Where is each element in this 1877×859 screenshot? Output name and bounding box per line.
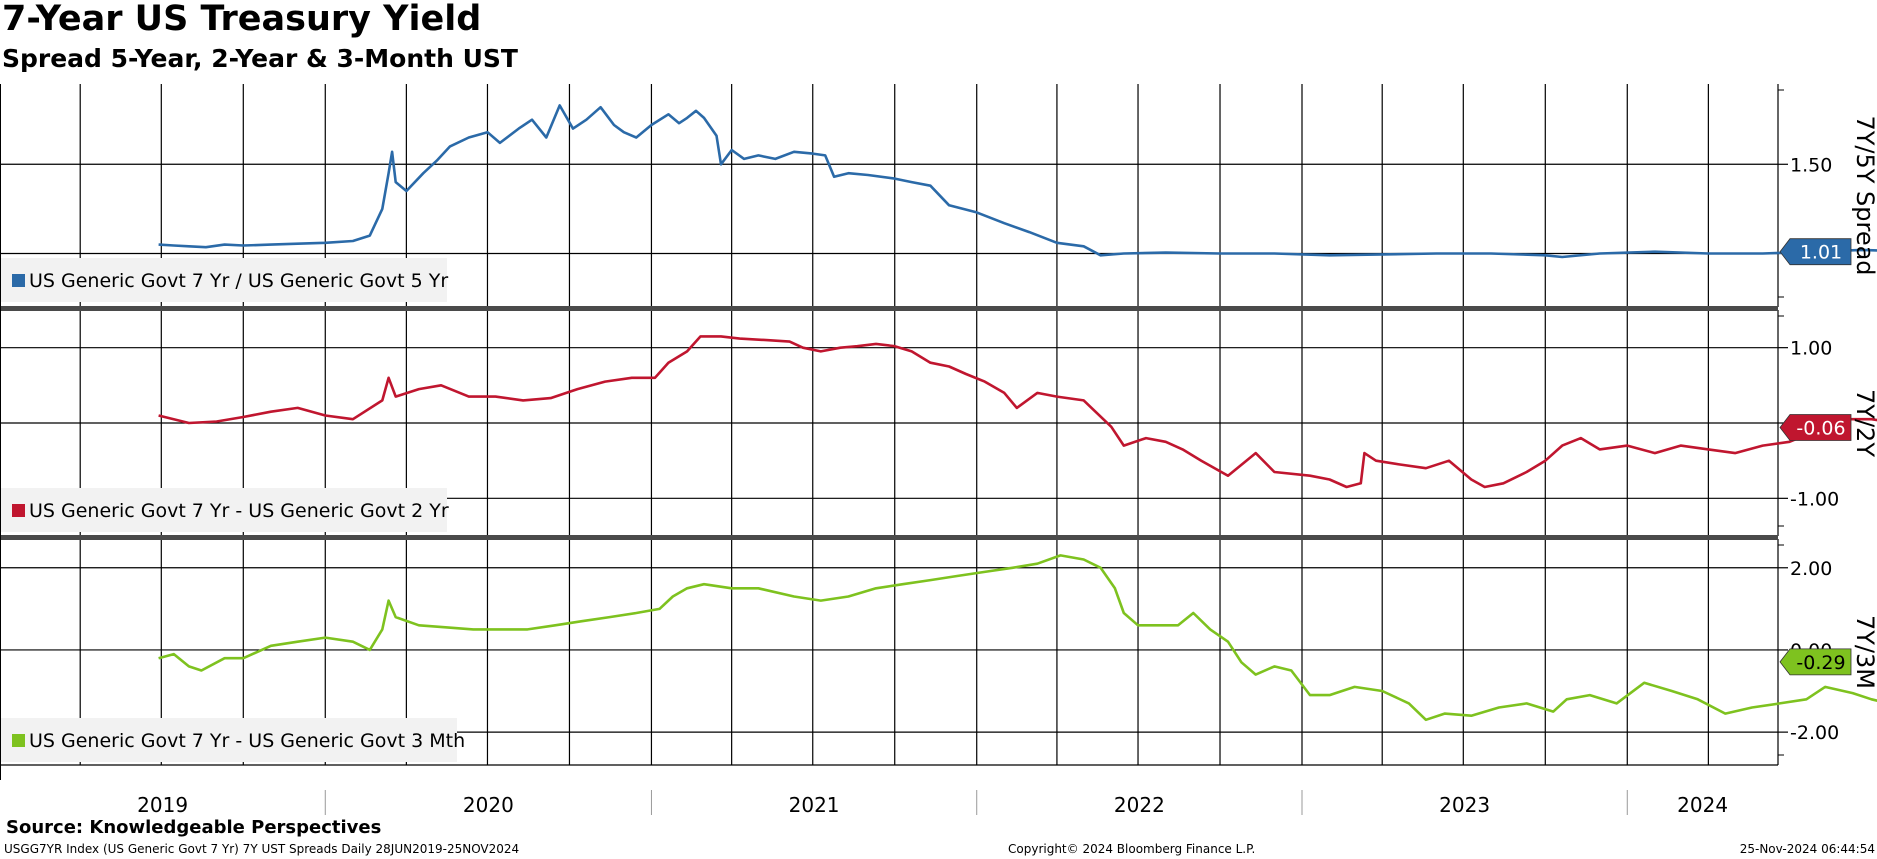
last-value-tag: [1779, 238, 1852, 266]
legend-swatch: [12, 504, 25, 517]
y-tick-label: 2.00: [1790, 558, 1832, 580]
legend-swatch: [12, 734, 25, 747]
series-line: [158, 335, 1877, 489]
last-value-label: -0.29: [1796, 652, 1845, 674]
panel-1: 1.50 1.01 7Y/5Y Spread US Generic Govt 7 Yr…: [0, 84, 1877, 307]
y-tick-label: -2.00: [1790, 722, 1839, 744]
last-value-label: 1.01: [1800, 242, 1842, 264]
x-tick-label: 2021: [789, 793, 840, 817]
y-tick-label: -1.00: [1790, 488, 1839, 510]
legend-entry: US Generic Govt 7 Yr / US Generic Govt 5…: [29, 270, 448, 292]
timestamp: 25-Nov-2024 06:44:54: [1739, 842, 1875, 856]
series-line: [158, 104, 1877, 259]
panel-separator: [0, 306, 1778, 311]
x-axis-ticks: 2019 2020 2021 2022 2023 2024: [137, 790, 1728, 817]
source-note: Source: Knowledgeable Perspectives: [6, 817, 382, 838]
last-value-tag: [1779, 648, 1852, 676]
legend-box: [0, 718, 457, 762]
chart-subtitle: Spread 5-Year, 2-Year & 3-Month UST: [2, 44, 518, 73]
legend-entry: US Generic Govt 7 Yr - US Generic Govt 3…: [29, 730, 465, 752]
y-tick-label: 1.00: [1790, 338, 1832, 360]
copyright-note: Copyright© 2024 Bloomberg Finance L.P.: [1008, 842, 1256, 856]
legend-swatch: [12, 274, 25, 287]
panel-separator: [0, 535, 1778, 540]
index-info: USGG7YR Index (US Generic Govt 7 Yr) 7Y …: [4, 842, 520, 856]
y-tick-label: 1.50: [1790, 154, 1832, 176]
x-tick-label: 2023: [1439, 793, 1490, 817]
legend-entry: US Generic Govt 7 Yr - US Generic Govt 2…: [29, 500, 449, 522]
x-tick-label: 2022: [1114, 793, 1165, 817]
last-value-label: -0.06: [1796, 418, 1845, 440]
x-tick-label: 2024: [1677, 793, 1728, 817]
chart-title: 7-Year US Treasury Yield: [2, 0, 482, 39]
last-value-tag: [1779, 414, 1852, 441]
x-tick-label: 2019: [137, 793, 188, 817]
legend-box: [0, 488, 447, 532]
legend-box: [0, 258, 447, 302]
x-tick-label: 2020: [463, 793, 514, 817]
y-axis-label: 7Y/2Y: [1851, 389, 1877, 457]
y-axis-label: 7Y/5Y Spread: [1851, 115, 1877, 275]
panel-2: -1.00 1.00 -0.06 7Y/2Y US Generic Govt 7 Yr …: [0, 310, 1877, 536]
y-axis-label: 7Y/3M: [1851, 615, 1877, 689]
series-line: [158, 554, 1877, 722]
vertical-gridlines: [79, 84, 1709, 765]
